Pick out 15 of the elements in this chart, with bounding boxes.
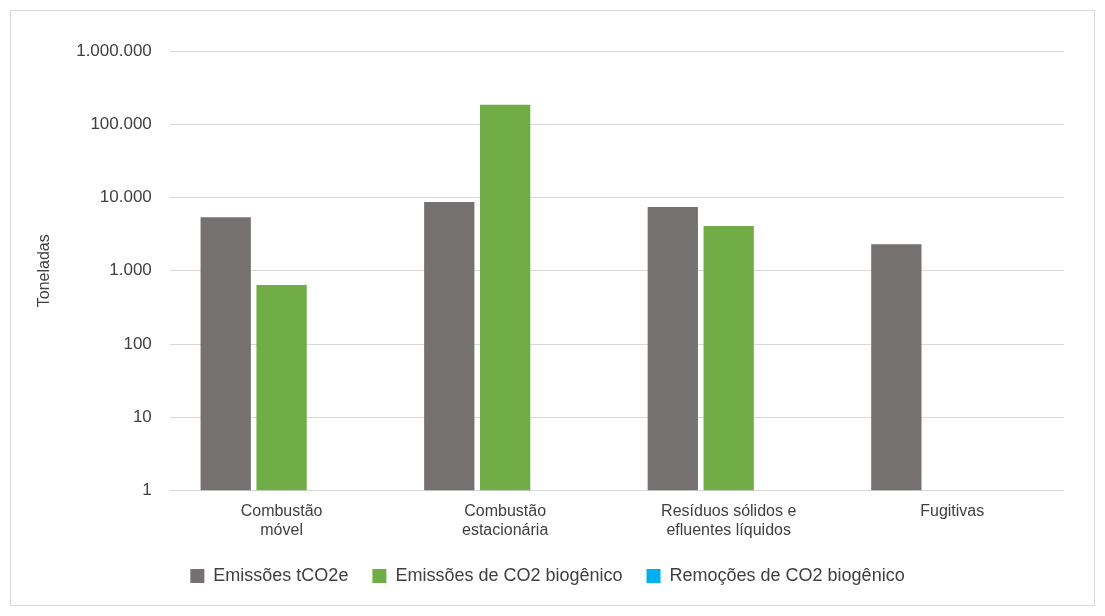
x-tick-label: Fugitivas (920, 501, 985, 519)
x-tick-label: Combustão estacionária (462, 501, 549, 538)
y-tick-label: 10 (132, 407, 152, 427)
y-tick-label: 100 (123, 333, 152, 353)
legend-label: Emissões de CO2 biogênico (395, 564, 623, 585)
x-tick-label: Combustão móvel (240, 501, 323, 538)
y-tick-label: 1.000.000 (76, 40, 152, 60)
y-tick-label: 1.000 (109, 260, 152, 280)
y-tick-label: 1 (142, 480, 152, 500)
legend-label: Remoções de CO2 biogênico (669, 564, 905, 585)
legend-label: Emissões tCO2e (213, 564, 349, 585)
y-tick-label: 100.000 (90, 113, 152, 133)
x-tick-label: Resíduos sólidos e efluentes líquidos (661, 501, 797, 538)
y-axis-title: Toneladas (35, 234, 53, 308)
y-tick-label: 10.000 (99, 187, 152, 207)
